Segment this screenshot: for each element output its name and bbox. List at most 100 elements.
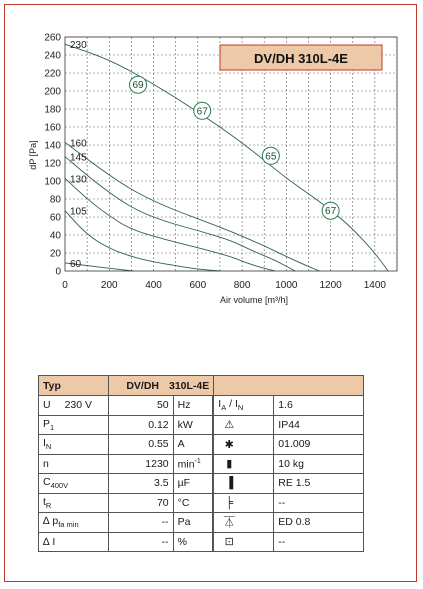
param-unit: Pa <box>172 512 214 533</box>
spec-icon-cell: ▮ <box>213 453 275 474</box>
chart-axes <box>64 36 398 272</box>
param-value: 70 <box>108 492 174 513</box>
current-ratio-icon: IA / IN <box>218 398 244 413</box>
param-symbol: ∆ I <box>38 531 109 552</box>
header-typ: Typ <box>38 375 109 396</box>
param-symbol: IN <box>38 434 109 455</box>
param-symbol: P1 <box>38 414 109 435</box>
spec-icon-cell: ╞ <box>213 492 275 513</box>
connection-block-icon: ▐ <box>225 477 234 490</box>
param-unit: min-1 <box>172 453 214 474</box>
fan-performance-chart: 0 200 400 600 800 1000 1200 1400 0 20 40 60 80 100 120… <box>28 33 398 305</box>
spec-value: 01.009 <box>273 434 364 455</box>
spec-value: -- <box>273 531 364 552</box>
table-header-row: Typ DV/DH 310L-4E <box>38 375 364 396</box>
table-row: IN 0.55 A ✱ 01.009 <box>38 434 364 455</box>
param-value: 0.12 <box>108 414 174 435</box>
spec-value: -- <box>273 492 364 513</box>
spec-icon-cell: ⚠ <box>213 414 275 435</box>
sound-level-marker <box>261 146 280 165</box>
x-tick-label: 1400 <box>364 280 387 291</box>
series-line-230 <box>64 43 389 272</box>
series-line-145 <box>64 156 296 272</box>
param-unit: µF <box>172 473 214 494</box>
series-label-105: 105 <box>70 207 87 218</box>
sound-level-marker <box>321 201 340 220</box>
param-unit: % <box>172 531 214 552</box>
series-line-60 <box>64 262 134 272</box>
param-value: 50 <box>108 395 174 416</box>
spec-value: 1.6 <box>273 395 364 416</box>
table-row: ∆ I --% ⊡ -- <box>38 531 364 552</box>
y-tick-label: 140 <box>44 141 61 152</box>
table-row: n 1230 min-1 ▮ 10 kg <box>38 453 364 474</box>
certification-star-icon: ✱ <box>224 438 234 451</box>
y-tick-label: 40 <box>50 231 62 242</box>
x-tick-label: 200 <box>101 280 118 291</box>
plot-border <box>64 36 398 272</box>
header-blank <box>213 375 364 396</box>
param-value: -- <box>108 512 174 533</box>
y-tick-label: 100 <box>44 177 61 188</box>
param-unit: Hz <box>172 395 214 416</box>
y-tick-label: 200 <box>44 87 61 98</box>
sound-level-marker <box>129 75 148 94</box>
x-tick-label: 0 <box>62 280 68 291</box>
sound-level-label: 65 <box>265 151 277 162</box>
y-tick-label: 20 <box>50 249 62 260</box>
series-line-160 <box>64 141 320 272</box>
table-row: C400V 3.5 µF ▐ RE 1.5 <box>38 473 364 494</box>
param-symbol: n <box>38 453 109 474</box>
sound-level-label: 67 <box>197 106 209 117</box>
param-symbol: U 230 V <box>38 395 109 416</box>
y-tick-label: 240 <box>44 51 61 62</box>
spec-value: RE 1.5 <box>273 473 364 494</box>
y-tick-label: 220 <box>44 69 61 80</box>
series-label-160: 160 <box>70 138 87 149</box>
y-tick-label: 120 <box>44 159 61 170</box>
spec-value: IP44 <box>273 414 364 435</box>
param-unit: A <box>172 434 214 455</box>
param-value: 3.5 <box>108 473 174 494</box>
param-symbol: C400V <box>38 473 109 494</box>
spec-icon-cell: ▐ <box>213 473 275 494</box>
y-tick-label: 260 <box>44 33 61 44</box>
spec-icon-cell: ⊡ <box>213 531 275 552</box>
spec-icon-cell: IA / IN <box>213 395 275 416</box>
header-model: DV/DH 310L-4E <box>107 375 215 396</box>
chart-grid <box>65 36 398 271</box>
x-tick-label: 800 <box>234 280 251 291</box>
table-row: tR 70 °C ╞ -- <box>38 492 364 513</box>
spec-value: 10 kg <box>273 453 364 474</box>
series-label-60: 60 <box>70 259 82 270</box>
capacitor-icon: ⊡ <box>224 536 234 549</box>
chart-labels: 0 200 400 600 800 1000 1200 1400 0 20 40 60 80 100 120… <box>44 33 386 292</box>
sound-level-label: 69 <box>132 80 144 91</box>
y-tick-label: 160 <box>44 123 61 134</box>
chart-curves <box>64 43 389 272</box>
series-label-230: 230 <box>70 40 87 51</box>
controller-icon: ⏄ <box>223 517 235 530</box>
param-symbol: tR <box>38 492 109 513</box>
spec-value: ED 0.8 <box>273 512 364 533</box>
y-axis-label: dP [Pa] <box>28 140 38 169</box>
param-value: -- <box>108 531 174 552</box>
y-tick-label: 80 <box>50 195 62 206</box>
weight-icon: ▮ <box>226 458 233 471</box>
warning-triangle-icon: ⚠ <box>224 419 235 432</box>
series-label-130: 130 <box>70 174 87 185</box>
sound-level-label: 67 <box>325 206 337 217</box>
sound-level-marker <box>193 101 212 120</box>
spec-icon-cell: ✱ <box>213 434 275 455</box>
y-tick-label: 0 <box>55 267 61 278</box>
param-unit: °C <box>172 492 214 513</box>
series-line-105 <box>64 210 220 272</box>
thermal-contact-icon: ╞ <box>225 496 234 509</box>
series-line-130 <box>64 177 276 272</box>
page-frame <box>4 4 417 582</box>
spec-icon-cell: ⏄ <box>213 512 275 533</box>
x-tick-label: 400 <box>145 280 162 291</box>
x-tick-label: 1000 <box>275 280 298 291</box>
y-tick-label: 60 <box>50 213 62 224</box>
param-value: 1230 <box>108 453 174 474</box>
